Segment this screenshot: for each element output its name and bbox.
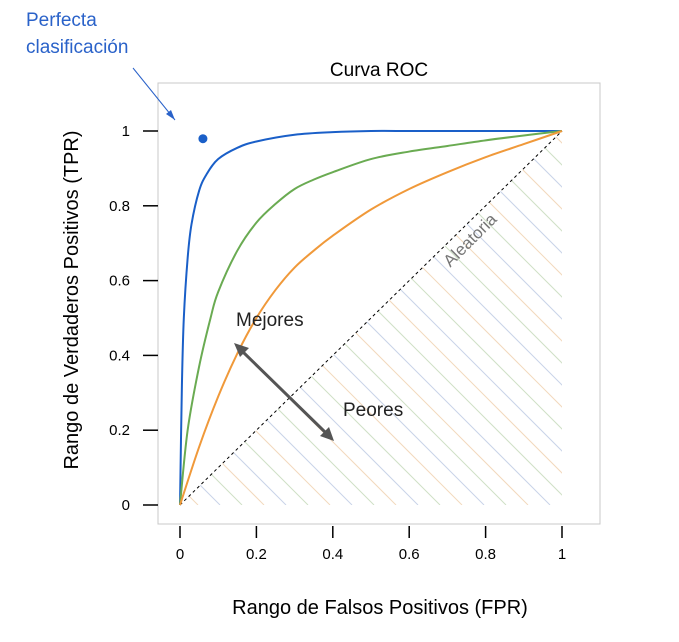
hatch-line (660, 131, 679, 505)
hatch-line (373, 131, 562, 505)
hatch-line (180, 131, 199, 505)
chart-title: Curva ROC (330, 60, 428, 81)
hatch-line (285, 131, 562, 505)
hatch-line (180, 131, 243, 505)
hatch-line (616, 131, 679, 505)
hatch-line (180, 131, 551, 505)
x-tick-label: 0.4 (322, 546, 343, 563)
better-worse-arrow-shaft (241, 350, 328, 435)
hatch-line (263, 131, 562, 505)
worse-arrowhead (320, 427, 334, 441)
hatch-line (180, 131, 375, 505)
y-tick-label: 0.2 (109, 422, 130, 439)
hatch-line (549, 131, 562, 505)
hatch-line (180, 131, 507, 505)
y-tick-label: 0.8 (109, 198, 130, 215)
hatch-line (505, 131, 562, 505)
x-tick-label: 0 (176, 546, 184, 563)
hatch-line (527, 131, 562, 505)
better-arrowhead (234, 343, 249, 357)
perfect-classification-point (198, 134, 208, 144)
hatch-line (180, 131, 353, 505)
x-tick-label: 1 (558, 546, 566, 563)
hatch-line (180, 131, 309, 505)
hatch-line (638, 131, 679, 505)
hatch-line (483, 131, 562, 505)
x-tick-label: 0.8 (475, 546, 496, 563)
y-tick-label: 0 (122, 497, 130, 514)
hatch-line (0, 131, 176, 505)
hatch-line (594, 131, 679, 505)
roc-curve-orange (179, 130, 563, 506)
hatch-line (180, 131, 221, 505)
random-diagonal-line (179, 130, 563, 506)
plot-frame (157, 82, 601, 525)
perfect-annotation-arrowhead (166, 110, 175, 120)
perfect-annotation-line1: Perfecta (26, 10, 97, 31)
roc-curve-blue (179, 129, 562, 506)
series-group (179, 129, 563, 506)
x-axis-ticks: 0 0.2 0.4 0.6 0.8 1 (176, 526, 566, 563)
x-tick-label: 0.2 (246, 546, 267, 563)
y-tick-label: 1 (122, 123, 130, 140)
x-axis-label: Rango de Falsos Positivos (FPR) (232, 597, 528, 619)
x-tick-label: 0.6 (399, 546, 420, 563)
y-axis-label: Rango de Verdaderos Positivos (TPR) (61, 130, 83, 469)
y-axis-ticks: 0 0.2 0.4 0.6 0.8 1 (109, 123, 158, 514)
hatch-line (180, 131, 419, 505)
y-tick-label: 0.6 (109, 273, 130, 290)
hatch-line (180, 131, 331, 505)
hatch-line (417, 131, 562, 505)
hatch-line (461, 131, 562, 505)
hatch-line (329, 131, 562, 505)
random-label: Aleatoria (440, 209, 501, 270)
worse-label: Peores (343, 400, 403, 421)
hatch-region (0, 131, 679, 505)
perfect-annotation-line2: clasificación (26, 37, 128, 58)
hatch-line (180, 131, 265, 505)
hatch-line (439, 131, 562, 505)
y-tick-label: 0.4 (109, 347, 130, 364)
perfect-annotation-pointer (132, 67, 176, 121)
roc-curve-green (179, 130, 563, 506)
better-label: Mejores (236, 310, 304, 331)
hatch-line (572, 131, 679, 505)
